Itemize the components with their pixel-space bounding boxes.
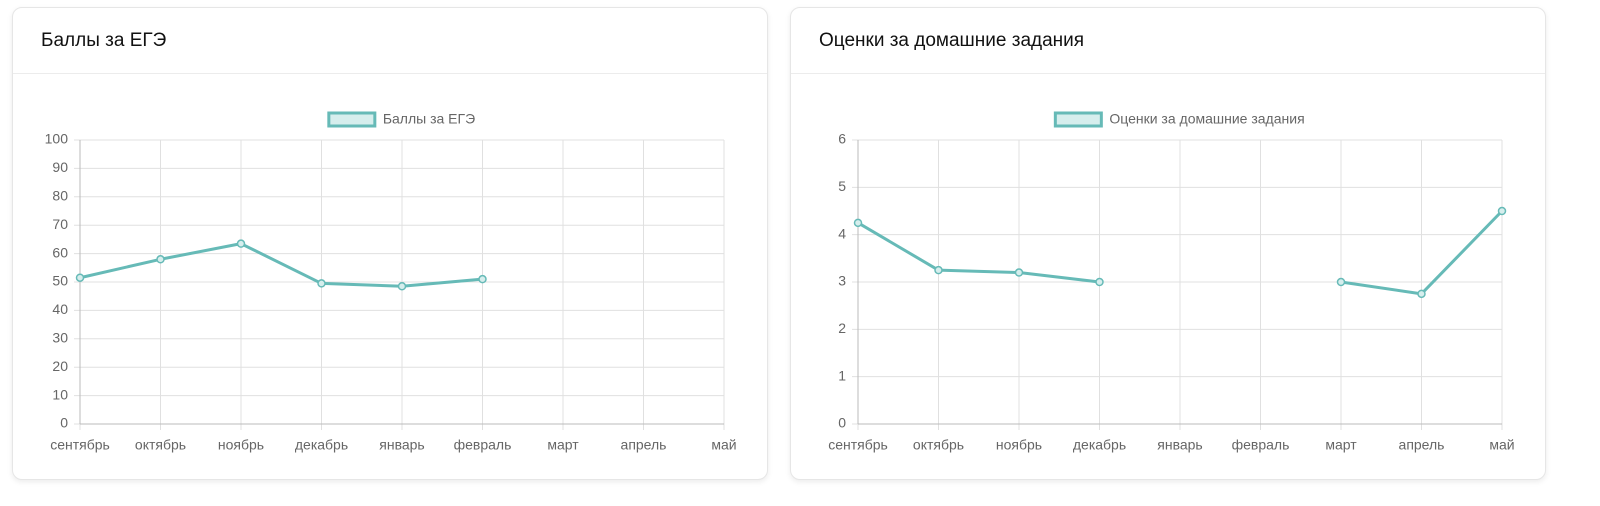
y-tick-label: 3 [838, 273, 846, 289]
data-point [934, 265, 943, 275]
x-tick-label: октябрь [135, 437, 186, 453]
x-tick-label: январь [1157, 437, 1202, 453]
y-tick-label: 50 [52, 273, 68, 289]
y-tick-label: 60 [52, 244, 68, 260]
y-tick-label: 0 [838, 415, 846, 431]
card-title: Оценки за домашние задания [819, 29, 1085, 51]
y-tick-label: 40 [52, 301, 68, 317]
card-header: Баллы за ЕГЭ [13, 8, 767, 74]
chart: 0 1 2 3 4 5 6 сентябрь октябрь ноябрь декабрь январ… [828, 111, 1514, 453]
x-tick-label: ноябрь [996, 437, 1042, 453]
data-point [397, 282, 407, 291]
x-tick-label: ноябрь [218, 437, 264, 453]
card-header: Оценки за домашние задания [791, 8, 1545, 74]
x-tick-label: апрель [1399, 437, 1445, 453]
data-point [1095, 277, 1104, 287]
y-tick-label: 1 [838, 367, 846, 383]
x-tick-label: сентябрь [50, 437, 110, 453]
x-tick-label: декабрь [1073, 437, 1126, 453]
data-point [853, 218, 863, 228]
y-tick-label: 2 [838, 320, 846, 336]
x-tick-label: март [547, 437, 579, 453]
series-line [79, 242, 483, 288]
x-tick-label: октябрь [913, 437, 964, 453]
y-tick-label: 80 [52, 188, 68, 204]
y-tick-label: 90 [52, 159, 68, 175]
y-tick-label: 6 [838, 131, 846, 147]
data-point [1497, 206, 1507, 216]
legend-swatch [1053, 111, 1103, 128]
legend: Оценки за домашние задания [1053, 111, 1305, 128]
chart: 0 10 20 30 40 50 60 70 80 90 100 сентябрь октябрь ноя… [45, 111, 737, 453]
y-tick-label: 70 [52, 216, 68, 232]
y-tick-label: 5 [838, 178, 846, 194]
data-point [236, 239, 246, 248]
data-point [75, 273, 85, 282]
legend: Баллы за ЕГЭ [327, 111, 475, 128]
x-tick-label: январь [379, 437, 424, 453]
card: Оценки за домашние задания 0 1 2 3 4 5 6 сентяб… [790, 7, 1546, 480]
y-tick-label: 0 [60, 415, 68, 431]
x-tick-label: декабрь [295, 437, 348, 453]
x-tick-label: март [1325, 437, 1357, 453]
y-tick-label: 4 [838, 225, 846, 241]
data-point [478, 274, 487, 284]
y-tick-label: 30 [52, 330, 68, 346]
x-tick-label: май [1489, 437, 1514, 453]
x-tick-label: апрель [621, 437, 667, 453]
x-tick-label: февраль [454, 437, 512, 453]
y-tick-label: 100 [45, 131, 69, 147]
data-point [317, 279, 326, 288]
x-tick-label: май [711, 437, 736, 453]
data-point [1336, 277, 1346, 287]
y-tick-label: 10 [52, 386, 68, 402]
legend-label: Баллы за ЕГЭ [383, 111, 475, 127]
x-tick-label: сентябрь [828, 437, 888, 453]
data-point [156, 255, 165, 264]
legend-label: Оценки за домашние задания [1109, 111, 1304, 127]
x-tick-label: февраль [1232, 437, 1290, 453]
card-title: Баллы за ЕГЭ [41, 29, 167, 51]
legend-swatch [327, 111, 377, 128]
data-point [1014, 268, 1024, 277]
data-point [1417, 289, 1426, 299]
y-tick-label: 20 [52, 358, 68, 374]
card: Баллы за ЕГЭ 0 10 20 30 40 50 60 70 80 90 100 сентя… [12, 7, 768, 480]
